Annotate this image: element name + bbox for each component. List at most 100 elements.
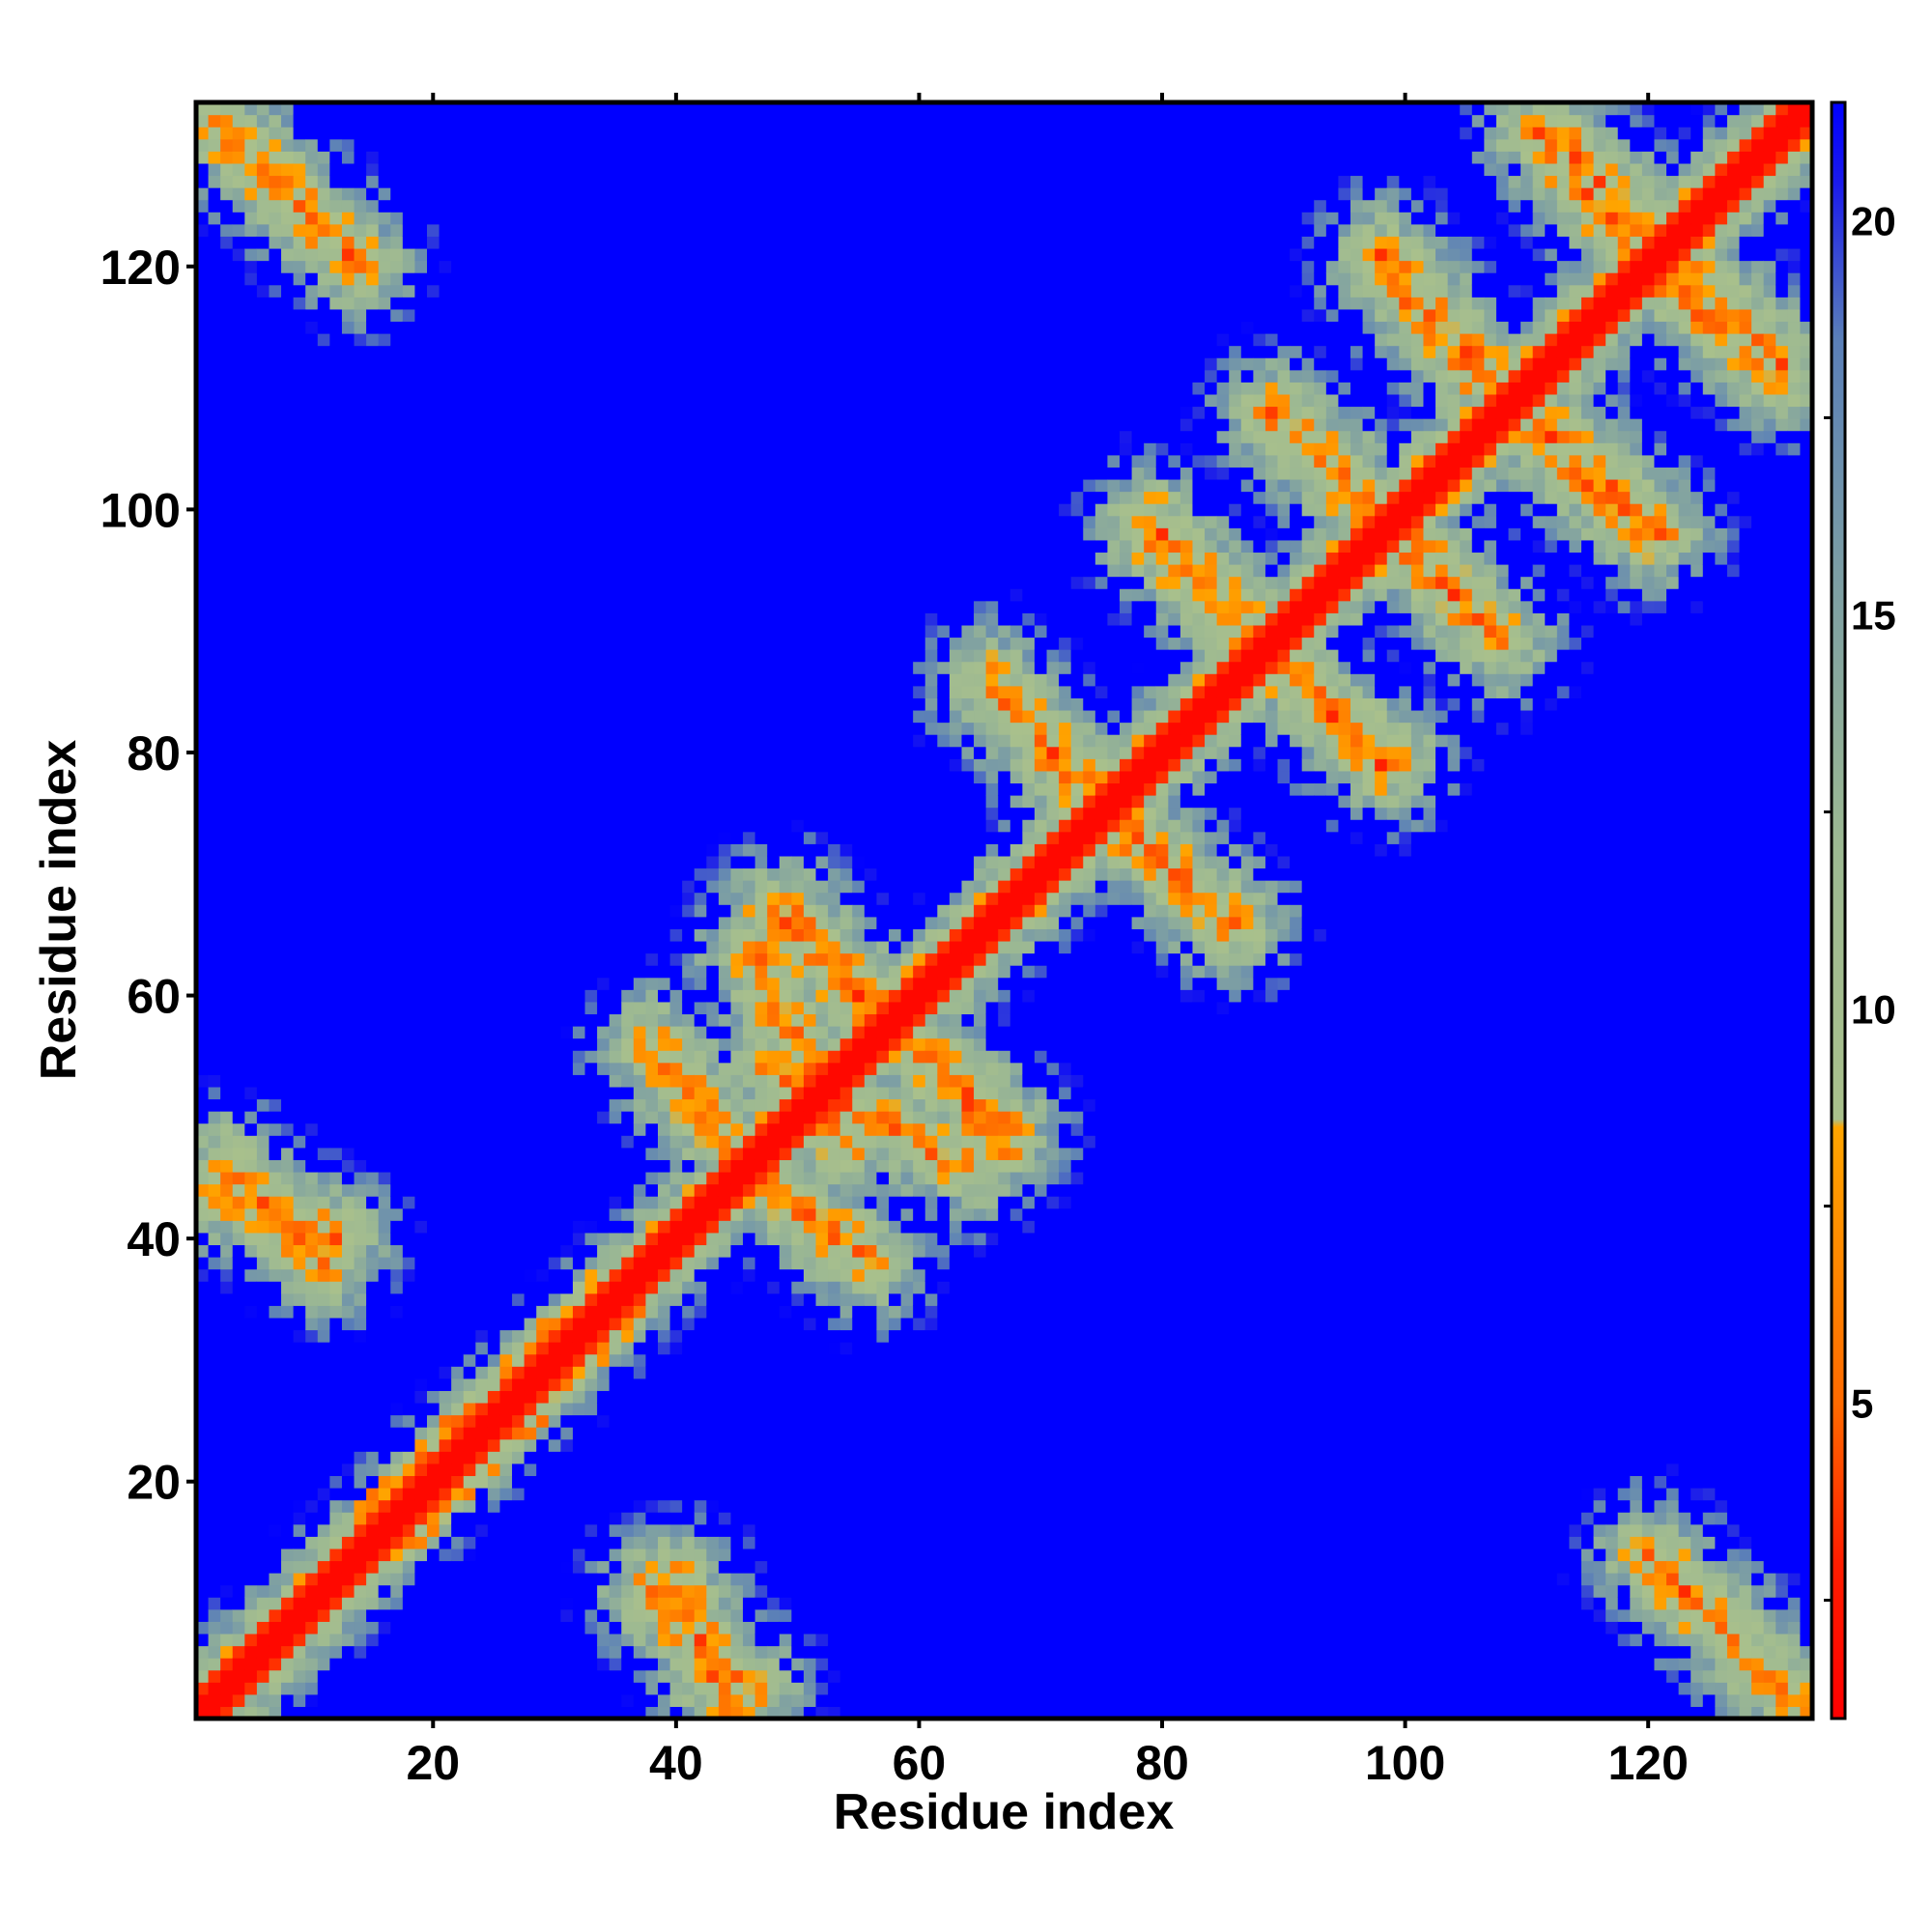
heatmap-cell <box>536 1693 550 1708</box>
heatmap-cell <box>439 297 452 310</box>
heatmap-cell <box>317 345 330 358</box>
heatmap-cell <box>256 1013 270 1027</box>
heatmap-cell <box>439 880 452 894</box>
heatmap-cell <box>269 1658 282 1671</box>
heatmap-cell <box>293 1658 306 1671</box>
heatmap-cell <box>621 151 635 164</box>
heatmap-cell <box>208 1062 221 1075</box>
heatmap-cell <box>269 1135 282 1149</box>
heatmap-cell <box>439 1451 452 1464</box>
heatmap-cell <box>354 1135 367 1149</box>
heatmap-cell <box>597 308 611 323</box>
heatmap-cell <box>621 819 635 833</box>
heatmap-cell <box>341 127 355 140</box>
heatmap-cell <box>463 1159 476 1173</box>
heatmap-cell <box>512 1268 526 1282</box>
heatmap-cell <box>463 406 476 419</box>
heatmap-cell <box>499 418 513 432</box>
heatmap-cell <box>439 1220 452 1234</box>
heatmap-cell <box>281 1536 295 1549</box>
heatmap-cell <box>572 795 586 809</box>
heatmap-cell <box>572 393 586 408</box>
heatmap-cell <box>548 430 561 443</box>
heatmap-cell <box>390 1706 404 1719</box>
heatmap-cell <box>621 904 635 918</box>
heatmap-cell <box>329 867 343 881</box>
heatmap-cell <box>633 916 647 929</box>
heatmap-cell <box>633 1147 647 1160</box>
heatmap-cell <box>293 1342 306 1355</box>
heatmap-cell <box>475 1329 489 1343</box>
heatmap-cell <box>487 212 501 225</box>
heatmap-cell <box>524 442 537 456</box>
heatmap-cell <box>220 284 234 298</box>
heatmap-cell <box>354 1281 367 1294</box>
heatmap-cell <box>439 418 452 432</box>
heatmap-cell <box>269 284 282 298</box>
heatmap-cell <box>536 1402 550 1416</box>
heatmap-cell <box>317 1669 330 1683</box>
heatmap-cell <box>402 1499 416 1513</box>
heatmap-cell <box>427 1135 440 1149</box>
heatmap-cell <box>451 892 465 905</box>
heatmap-cell <box>293 539 306 554</box>
heatmap-cell <box>463 1560 476 1574</box>
heatmap-cell <box>609 284 622 298</box>
heatmap-cell <box>499 1317 513 1331</box>
heatmap-cell <box>366 867 380 881</box>
heatmap-cell <box>293 1220 306 1234</box>
heatmap-cell <box>366 442 380 456</box>
heatmap-cell <box>584 199 598 213</box>
heatmap-cell <box>524 892 537 905</box>
heatmap-cell <box>621 1281 635 1294</box>
heatmap-cell <box>232 260 245 273</box>
heatmap-cell <box>354 1305 367 1319</box>
heatmap-cell <box>196 1062 210 1075</box>
heatmap-cell <box>597 1317 611 1331</box>
heatmap-cell <box>232 770 245 784</box>
heatmap-cell <box>196 1499 210 1513</box>
heatmap-cell <box>597 393 611 408</box>
heatmap-cell <box>354 1693 367 1708</box>
heatmap-cell <box>256 1353 270 1367</box>
heatmap-cell <box>584 928 598 942</box>
heatmap-cell <box>269 1232 282 1246</box>
heatmap-cell <box>402 1669 416 1683</box>
heatmap-cell <box>232 212 245 225</box>
heatmap-cell <box>597 1001 611 1015</box>
heatmap-cell <box>463 1329 476 1343</box>
heatmap-cell <box>597 576 611 589</box>
heatmap-cell <box>305 1062 319 1075</box>
heatmap-cell <box>269 600 282 613</box>
heatmap-cell <box>390 1220 404 1234</box>
heatmap-cell <box>414 552 428 565</box>
heatmap-cell <box>645 1438 659 1452</box>
heatmap-cell <box>208 600 221 613</box>
heatmap-cell <box>524 1050 537 1064</box>
heatmap-cell <box>487 515 501 528</box>
heatmap-cell <box>609 1597 622 1610</box>
heatmap-cell <box>281 308 295 323</box>
heatmap-cell <box>439 697 452 711</box>
heatmap-cell <box>487 855 501 869</box>
heatmap-cell <box>609 503 622 517</box>
heatmap-cell <box>645 1669 659 1683</box>
heatmap-cell <box>572 1342 586 1355</box>
heatmap-cell <box>439 1488 452 1501</box>
heatmap-cell <box>354 637 367 650</box>
heatmap-cell <box>244 564 258 578</box>
heatmap-cell <box>390 102 404 116</box>
heatmap-cell <box>414 478 428 493</box>
heatmap-cell <box>378 1305 391 1319</box>
heatmap-cell <box>584 1414 598 1428</box>
heatmap-cell <box>633 685 647 698</box>
heatmap-cell <box>354 1268 367 1282</box>
heatmap-cell <box>196 236 210 249</box>
heatmap-cell <box>451 1645 465 1659</box>
heatmap-cell <box>512 430 526 443</box>
heatmap-cell <box>329 1463 343 1477</box>
heatmap-cell <box>244 1244 258 1258</box>
heatmap-cell <box>269 1086 282 1100</box>
heatmap-cell <box>548 1523 561 1537</box>
